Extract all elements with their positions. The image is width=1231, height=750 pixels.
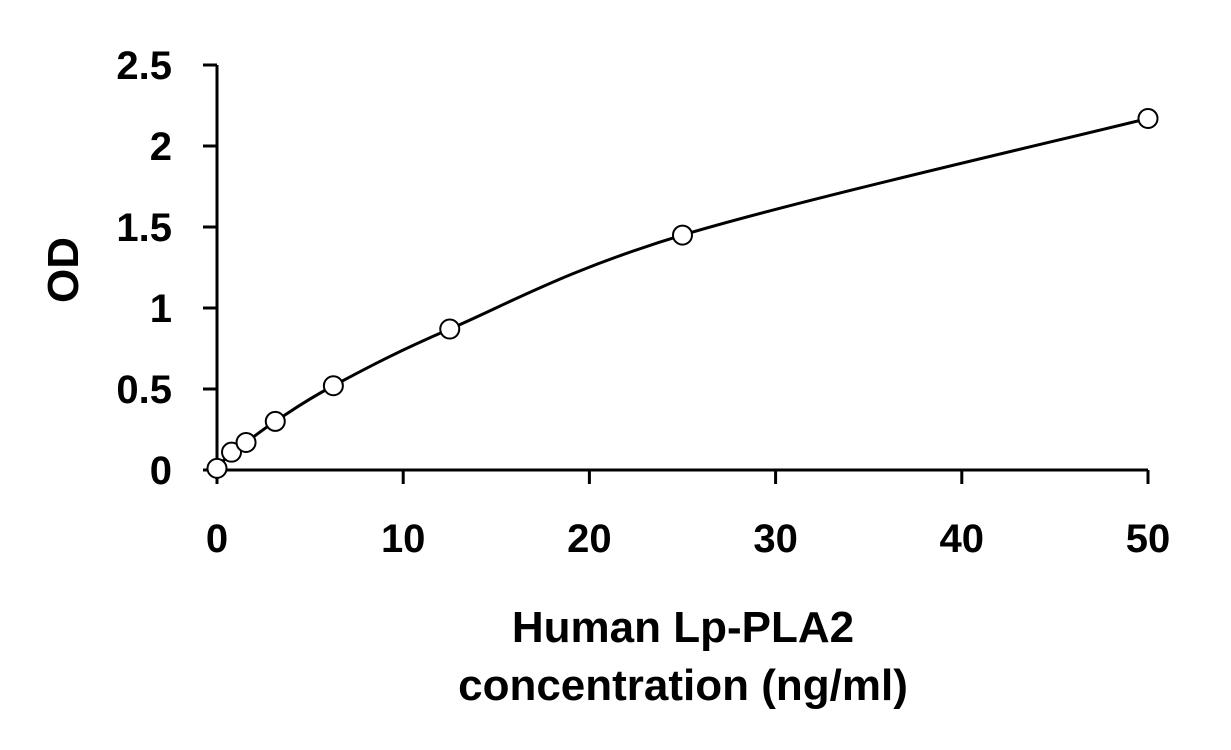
data-point (672, 224, 693, 246)
y-tick-label: 2 (150, 125, 172, 169)
y-tick-label: 0.5 (116, 368, 172, 412)
y-axis-ticks: 0 0.5 1 1.5 2 2.5 (116, 44, 217, 493)
x-tick-label: 30 (753, 517, 798, 561)
y-axis-title: OD (39, 237, 88, 303)
fit-curve-layer (215, 117, 1149, 470)
x-tick-label: 10 (381, 517, 426, 561)
data-point (264, 410, 286, 432)
data-point (235, 431, 257, 453)
fit-curve (215, 117, 1149, 470)
y-tick-label: 2.5 (116, 44, 172, 88)
x-axis-title-line-1: Human Lp-PLA2 (512, 603, 854, 652)
x-tick-label: 0 (206, 517, 228, 561)
data-point (1137, 107, 1159, 129)
data-point (206, 457, 228, 479)
data-point (221, 441, 243, 463)
data-point (322, 375, 344, 397)
axes (215, 65, 1148, 472)
x-axis-title-line-2: concentration (ng/ml) (458, 661, 908, 710)
y-tick-label: 1 (150, 287, 172, 331)
x-tick-label: 20 (567, 517, 612, 561)
x-axis-ticks: 0 10 20 30 40 50 (206, 470, 1170, 561)
y-tick-label: 1.5 (116, 206, 172, 250)
y-tick-label: 0 (150, 449, 172, 493)
data-points-layer (206, 107, 1159, 479)
data-point (439, 318, 461, 340)
x-tick-label: 40 (940, 517, 985, 561)
x-tick-label: 50 (1126, 517, 1171, 561)
